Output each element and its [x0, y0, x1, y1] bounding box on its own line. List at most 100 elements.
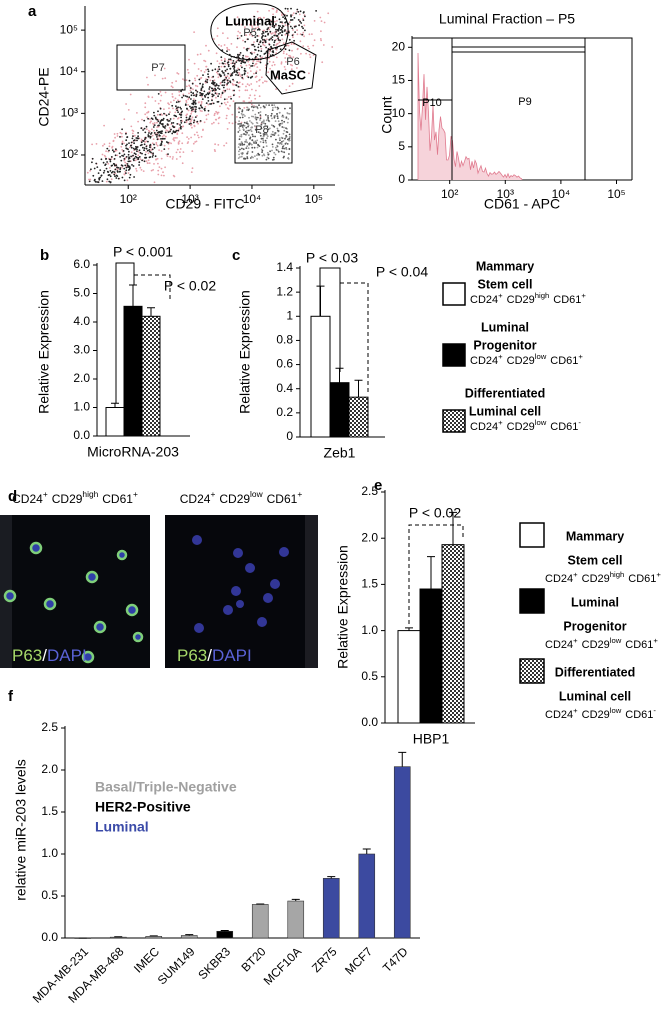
error-bar: [147, 308, 155, 317]
scatter-dot: [240, 52, 242, 54]
gate-label: P7: [151, 62, 164, 74]
scatter-dot: [241, 136, 243, 138]
scatter-dot: [323, 44, 325, 46]
scatter-dot: [212, 80, 214, 82]
scatter-dot: [236, 46, 238, 48]
marker-name: CD29: [507, 355, 535, 367]
scatter-dot: [249, 67, 251, 69]
scatter-dot: [267, 116, 269, 118]
scatter-dot: [153, 144, 155, 146]
scatter-dot: [193, 31, 195, 33]
scatter-dot: [116, 166, 118, 168]
scatter-dot: [291, 43, 293, 45]
scatter-dot: [164, 77, 166, 79]
marker-sup: high: [610, 570, 625, 579]
scatter-dot: [202, 85, 204, 87]
scatter-dot: [226, 47, 228, 49]
scatter-dot: [142, 147, 144, 149]
scatter-dot: [141, 169, 143, 171]
scatter-dot: [121, 128, 123, 130]
scatter-dot: [144, 128, 146, 130]
scatter-dot: [193, 102, 195, 104]
scatter-dot: [247, 72, 249, 74]
scatter-dot: [111, 178, 113, 180]
scatter-dot: [253, 41, 255, 43]
marker-name: CD61: [550, 421, 578, 433]
scatter-dot: [127, 136, 129, 138]
scatter-dot: [289, 49, 291, 51]
scatter-dot: [180, 114, 182, 116]
legend-swatch: [443, 344, 465, 366]
scatter-dot: [260, 111, 262, 113]
scatter-dot: [273, 61, 275, 63]
scatter-dot: [249, 94, 251, 96]
scatter-dot: [277, 117, 279, 119]
scatter-dot: [180, 122, 182, 124]
error-bar: [129, 285, 137, 306]
scatter-dot: [128, 151, 130, 153]
y-tick-label: 10⁴: [59, 64, 78, 78]
scatter-dot: [109, 145, 111, 147]
scatter-dot: [255, 49, 257, 51]
marker-name: CD61: [628, 573, 656, 585]
scatter-dot: [276, 113, 278, 115]
scatter-dot: [250, 65, 252, 67]
scatter-dot: [107, 163, 109, 165]
scatter-dot: [221, 84, 223, 86]
scatter-dot: [205, 80, 207, 82]
y-tick-label: 1.0: [73, 400, 90, 414]
scatter-dot: [141, 153, 143, 155]
marker-name: CD24: [12, 492, 43, 506]
scatter-dot: [193, 143, 195, 145]
scatter-dot: [232, 79, 234, 81]
scatter-dot: [249, 120, 251, 122]
scatter-dot: [227, 37, 229, 39]
scatter-dot: [256, 63, 258, 65]
scatter-dot: [273, 44, 275, 46]
scatter-dot: [192, 89, 194, 91]
scatter-dot: [130, 145, 132, 147]
scatter-dot: [240, 75, 242, 77]
scatter-dot: [241, 74, 243, 76]
scatter-dot: [221, 70, 223, 72]
scatter-dot: [273, 126, 275, 128]
scatter-dot: [226, 118, 228, 120]
scatter-dot: [297, 33, 299, 35]
scatter-dot: [194, 78, 196, 80]
scatter-dot: [198, 107, 200, 109]
scatter-dot: [183, 151, 185, 153]
bar: [349, 397, 368, 437]
scatter-dot: [207, 114, 209, 116]
scatter-dot: [250, 70, 252, 72]
scatter-dot: [239, 96, 241, 98]
scatter-dot: [151, 96, 153, 98]
x-tick-label: T47D: [380, 944, 411, 975]
scatter-dot: [236, 116, 238, 118]
scatter-dot: [182, 78, 184, 80]
scatter-dot: [266, 159, 268, 161]
scatter-dot: [293, 12, 295, 14]
scatter-dot: [239, 136, 241, 138]
scatter-dot: [246, 153, 248, 155]
scatter-dot: [134, 139, 136, 141]
scatter-dot: [239, 129, 241, 131]
scatter-dot: [170, 143, 172, 145]
scatter-dot: [136, 112, 138, 114]
scatter-dot: [285, 24, 287, 26]
scatter-dot: [269, 150, 271, 152]
scatter-dot: [286, 33, 288, 35]
scatter-dot: [161, 150, 163, 152]
bar: [311, 316, 330, 437]
marker-sup: +: [653, 636, 658, 645]
scatter-dot: [224, 60, 226, 62]
y-tick-label: 15: [392, 73, 406, 87]
scatter-dot: [171, 93, 173, 95]
scatter-dot: [233, 100, 235, 102]
scatter-dot: [190, 98, 192, 100]
scatter-dot: [303, 35, 305, 37]
scatter-dot: [131, 151, 133, 153]
scatter-dot: [161, 123, 163, 125]
x-tick-label: 10⁵: [305, 192, 323, 206]
scatter-dot: [183, 95, 185, 97]
